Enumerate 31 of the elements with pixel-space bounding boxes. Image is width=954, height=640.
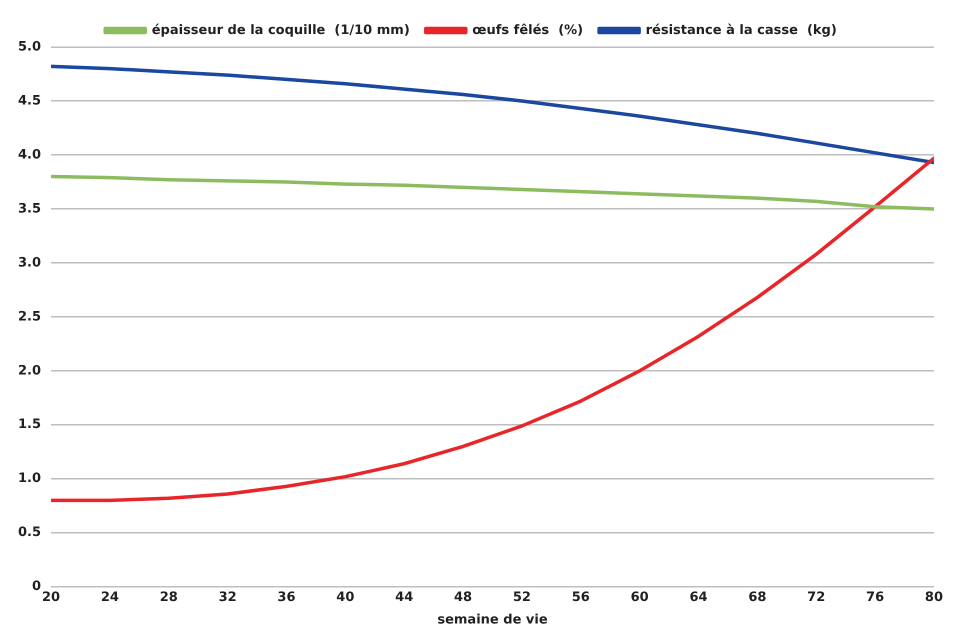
y-tick-label: 3.5 (18, 201, 42, 216)
x-tick-label: 64 (689, 590, 708, 605)
legend-label: résistance à la casse (kg) (646, 22, 837, 38)
x-tick-label: 28 (160, 590, 178, 605)
y-tick-label: 4.0 (18, 147, 42, 162)
x-tick-label: 44 (395, 590, 414, 605)
x-tick-label: 20 (42, 590, 60, 605)
x-tick-label: 76 (866, 590, 884, 605)
y-tick-label: 2.5 (18, 309, 42, 324)
y-tick-label: 2.0 (18, 363, 42, 378)
y-tick-label: 0 (32, 579, 42, 594)
y-tick-label: 1.5 (18, 417, 42, 432)
y-tick-label: 4.5 (18, 93, 42, 108)
x-tick-label: 56 (572, 590, 590, 605)
y-tick-label: 1.0 (18, 471, 42, 486)
y-tick-label: 3.0 (18, 255, 42, 270)
legend-label: œufs fêlés (%) (472, 22, 584, 38)
x-tick-label: 52 (512, 590, 531, 605)
x-tick-label: 60 (630, 590, 649, 605)
legend-label: épaisseur de la coquille (1/10 mm) (152, 22, 410, 38)
y-tick-label: 5.0 (18, 39, 42, 54)
y-tick-label: 0.5 (18, 525, 42, 540)
x-tick-label: 24 (100, 590, 119, 605)
x-tick-label: 72 (807, 590, 826, 605)
x-tick-label: 32 (218, 590, 237, 605)
x-tick-label: 68 (748, 590, 766, 605)
x-tick-label: 48 (454, 590, 472, 605)
x-tick-label: 36 (277, 590, 296, 605)
x-axis-title: semaine de vie (437, 612, 548, 628)
x-tick-label: 40 (336, 590, 354, 605)
x-tick-label: 80 (924, 590, 943, 605)
